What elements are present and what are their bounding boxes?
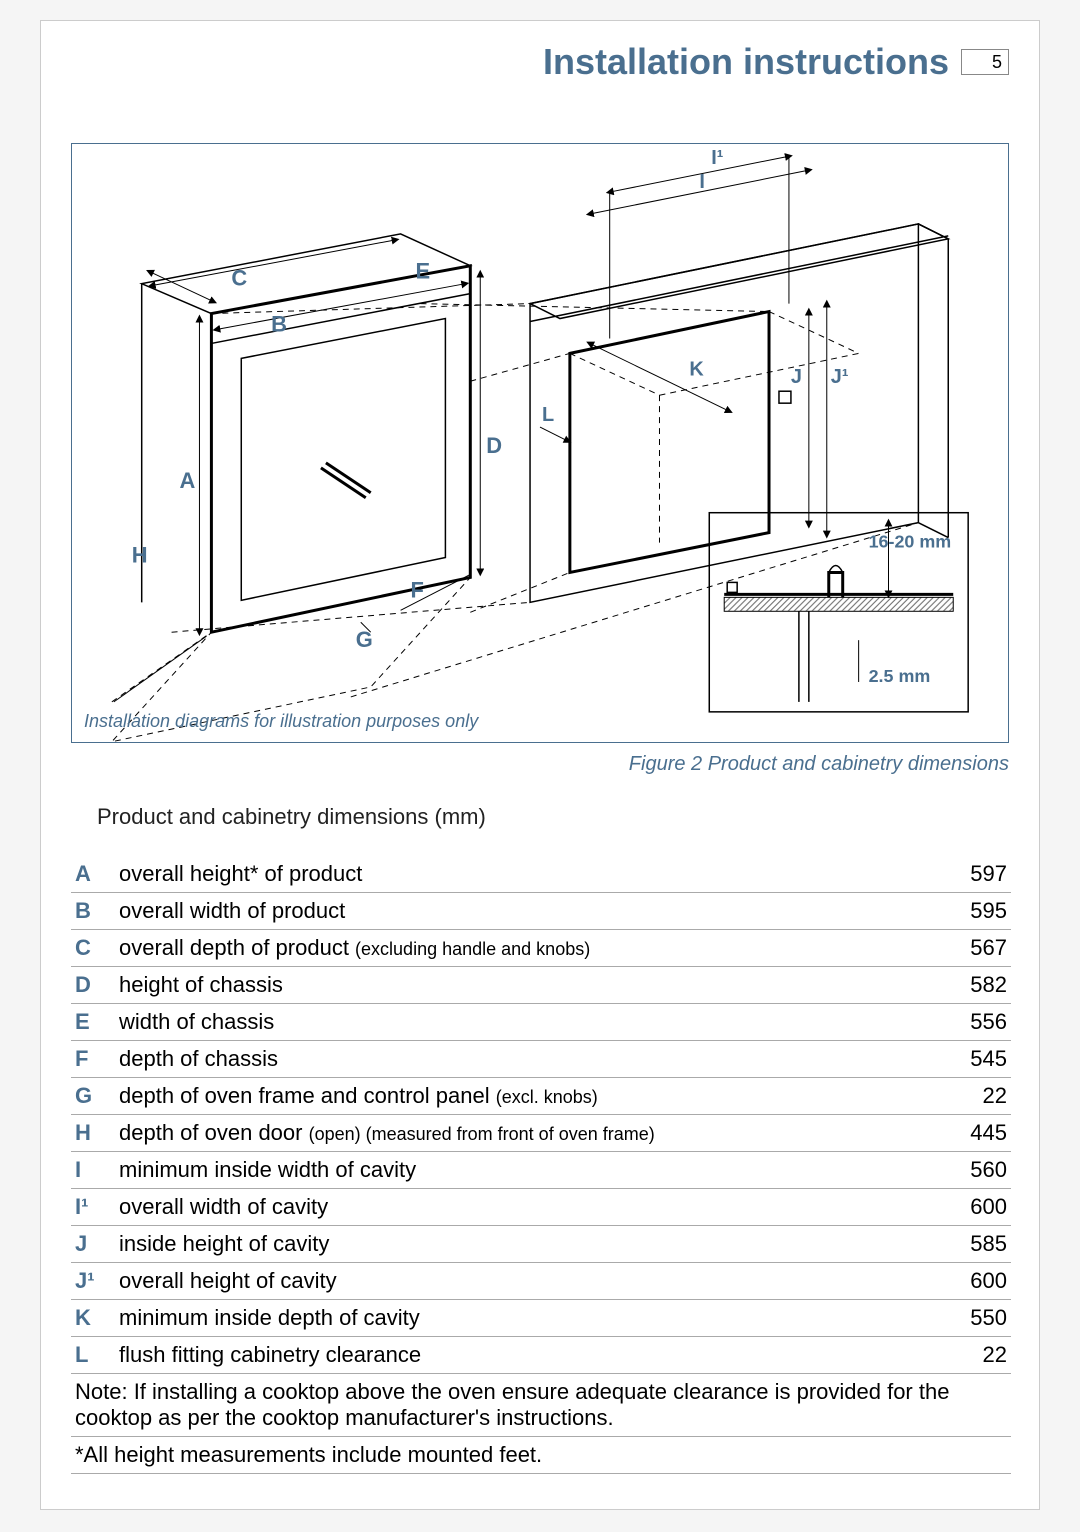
dim-value: 595: [931, 893, 1011, 930]
dim-key: L: [71, 1337, 115, 1374]
dim-value: 22: [931, 1078, 1011, 1115]
dim-key: I: [71, 1152, 115, 1189]
table-row: I¹overall width of cavity600: [71, 1189, 1011, 1226]
dim-desc: overall width of product: [115, 893, 931, 930]
svg-text:A: A: [180, 468, 196, 493]
dim-value: 556: [931, 1004, 1011, 1041]
svg-text:G: G: [356, 627, 373, 652]
svg-text:F: F: [411, 577, 424, 602]
svg-text:L: L: [542, 404, 554, 426]
dim-desc: depth of oven frame and control panel (e…: [115, 1078, 931, 1115]
table-title: Product and cabinetry dimensions (mm): [97, 804, 1039, 830]
dim-key: E: [71, 1004, 115, 1041]
dim-key: H: [71, 1115, 115, 1152]
dim-desc: minimum inside width of cavity: [115, 1152, 931, 1189]
dim-desc: flush fitting cabinetry clearance: [115, 1337, 931, 1374]
dim-value: 585: [931, 1226, 1011, 1263]
dim-desc: width of chassis: [115, 1004, 931, 1041]
table-note-row: Note: If installing a cooktop above the …: [71, 1374, 1011, 1437]
table-note: Note: If installing a cooktop above the …: [71, 1374, 1011, 1437]
dim-key: G: [71, 1078, 115, 1115]
svg-text:K: K: [689, 358, 704, 380]
diagram-inside-caption: Installation diagrams for illustration p…: [84, 711, 478, 732]
dim-desc: depth of oven door (open) (measured from…: [115, 1115, 931, 1152]
dim-desc: inside height of cavity: [115, 1226, 931, 1263]
dim-value: 600: [931, 1189, 1011, 1226]
svg-text:D: D: [486, 433, 502, 458]
svg-text:I¹: I¹: [711, 147, 723, 169]
table-row: Hdepth of oven door (open) (measured fro…: [71, 1115, 1011, 1152]
dim-value: 582: [931, 967, 1011, 1004]
table-row: Coverall depth of product (excluding han…: [71, 930, 1011, 967]
table-row: J¹overall height of cavity600: [71, 1263, 1011, 1300]
table-row: Jinside height of cavity585: [71, 1226, 1011, 1263]
dim-key: C: [71, 930, 115, 967]
dim-key: I¹: [71, 1189, 115, 1226]
diagram-frame: I I¹ K L J J¹: [71, 143, 1009, 743]
table-row: Aoverall height* of product597: [71, 856, 1011, 893]
figure-caption: Figure 2 Product and cabinetry dimension…: [41, 753, 1009, 776]
dim-value: 560: [931, 1152, 1011, 1189]
svg-text:J: J: [791, 366, 802, 388]
dim-value: 545: [931, 1041, 1011, 1078]
dim-key: J¹: [71, 1263, 115, 1300]
dim-value: 445: [931, 1115, 1011, 1152]
page: Installation instructions 5: [40, 20, 1040, 1510]
table-row: Gdepth of oven frame and control panel (…: [71, 1078, 1011, 1115]
dim-key: F: [71, 1041, 115, 1078]
table-row: Lflush fitting cabinetry clearance22: [71, 1337, 1011, 1374]
page-number: 5: [961, 49, 1009, 75]
table-footnote: *All height measurements include mounted…: [71, 1437, 1011, 1474]
dim-key: A: [71, 856, 115, 893]
dim-desc: minimum inside depth of cavity: [115, 1300, 931, 1337]
svg-text:C: C: [231, 266, 247, 291]
dimensions-table: Aoverall height* of product597Boverall w…: [71, 856, 1011, 1474]
table-row: Fdepth of chassis545: [71, 1041, 1011, 1078]
dim-value: 22: [931, 1337, 1011, 1374]
dim-key: K: [71, 1300, 115, 1337]
table-footnote-row: *All height measurements include mounted…: [71, 1437, 1011, 1474]
table-row: Boverall width of product595: [71, 893, 1011, 930]
dim-value: 550: [931, 1300, 1011, 1337]
table-row: Dheight of chassis582: [71, 967, 1011, 1004]
dim-key: D: [71, 967, 115, 1004]
dim-key: B: [71, 893, 115, 930]
installation-diagram: I I¹ K L J J¹: [72, 144, 1008, 742]
svg-text:I: I: [699, 171, 705, 193]
svg-text:J¹: J¹: [831, 366, 849, 388]
dim-desc: overall width of cavity: [115, 1189, 931, 1226]
dim-desc: overall depth of product (excluding hand…: [115, 930, 931, 967]
table-row: Kminimum inside depth of cavity550: [71, 1300, 1011, 1337]
header-title: Installation instructions: [543, 41, 949, 83]
svg-text:H: H: [132, 542, 148, 567]
dim-desc: height of chassis: [115, 967, 931, 1004]
dim-desc: overall height* of product: [115, 856, 931, 893]
dim-value: 600: [931, 1263, 1011, 1300]
svg-text:B: B: [271, 311, 287, 336]
page-header: Installation instructions 5: [41, 21, 1039, 83]
table-row: Ewidth of chassis556: [71, 1004, 1011, 1041]
dim-desc: overall height of cavity: [115, 1263, 931, 1300]
svg-text:E: E: [416, 259, 431, 284]
table-row: Iminimum inside width of cavity560: [71, 1152, 1011, 1189]
dim-key: J: [71, 1226, 115, 1263]
svg-text:2.5 mm: 2.5 mm: [869, 666, 931, 686]
svg-text:16-20 mm: 16-20 mm: [869, 532, 952, 552]
dim-value: 567: [931, 930, 1011, 967]
dim-value: 597: [931, 856, 1011, 893]
dim-desc: depth of chassis: [115, 1041, 931, 1078]
